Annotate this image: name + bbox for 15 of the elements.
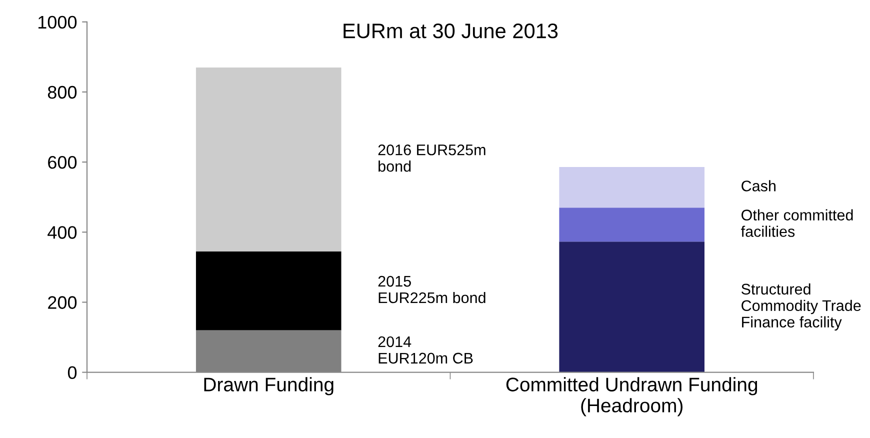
x-tick-label: Committed Undrawn Funding (Headroom) — [506, 377, 758, 416]
y-tick-label: 1000 — [38, 16, 77, 29]
text: 2016 EUR525m bond — [378, 144, 486, 172]
y-tick-label: 200 — [48, 296, 77, 309]
x-tick-label: Drawn Funding — [204, 377, 334, 396]
y-tick-label: 800 — [48, 86, 77, 99]
text: Cash — [742, 180, 776, 192]
text: Other committed facilities — [741, 209, 853, 237]
y-tick-label: 0 — [68, 366, 77, 380]
text: 2014 EUR120m CB — [378, 336, 473, 364]
chart-title: EURm at 30 June 2013 — [344, 24, 558, 38]
y-tick-label: 600 — [48, 156, 77, 169]
text: 2015 EUR225m bond — [378, 276, 486, 304]
y-tick-label: 400 — [48, 226, 77, 239]
text: Structured Commodity Trade Finance facility — [742, 283, 861, 331]
